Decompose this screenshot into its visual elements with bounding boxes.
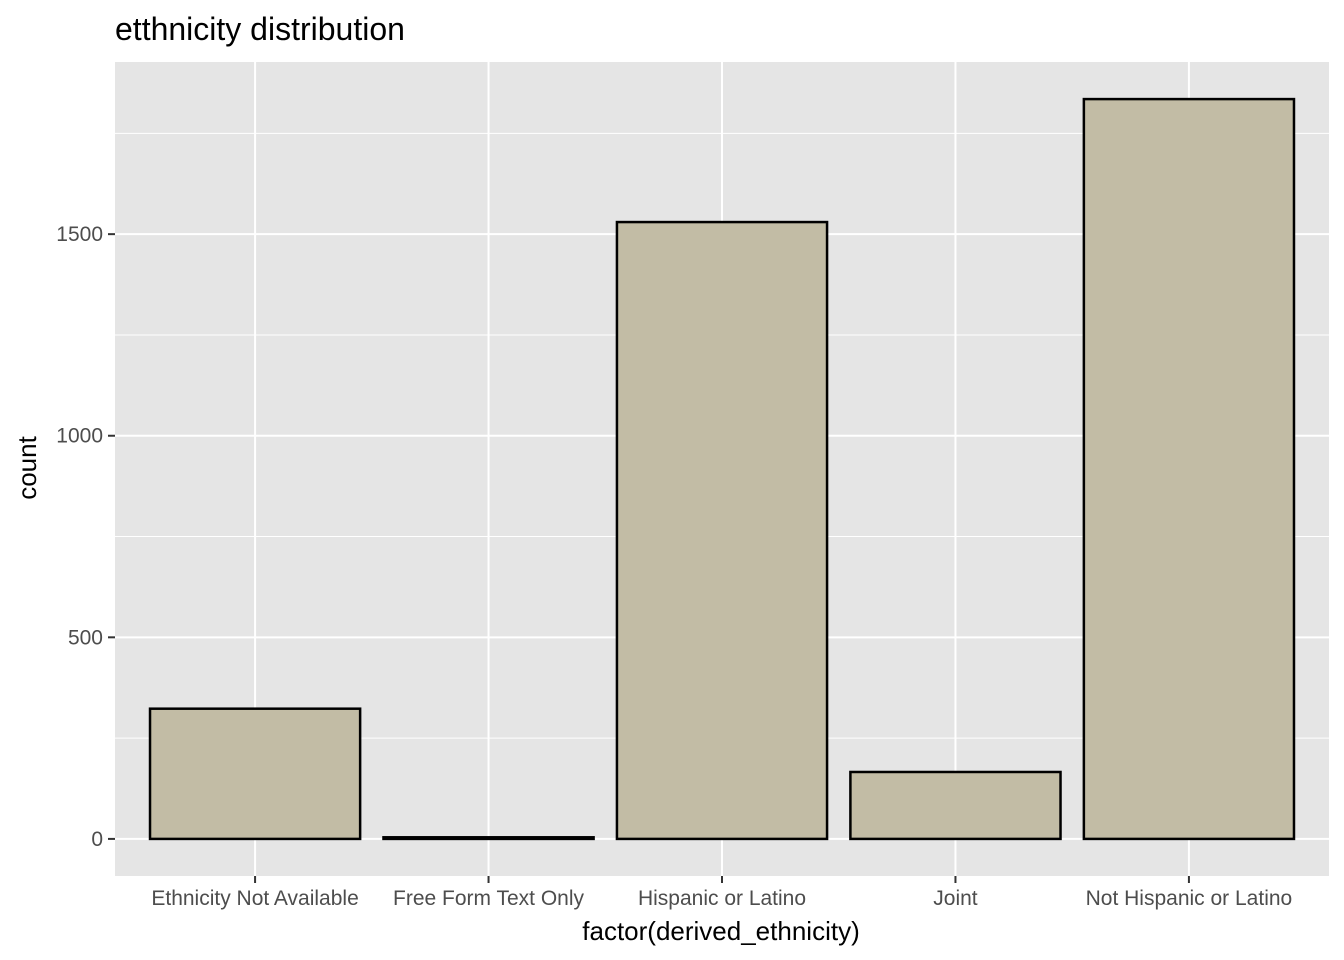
bar bbox=[148, 707, 362, 841]
x-tick-label: Ethnicity Not Available bbox=[151, 887, 358, 910]
x-tick-label: Free Form Text Only bbox=[393, 887, 584, 910]
x-tick-label: Joint bbox=[933, 887, 978, 910]
bar bbox=[382, 836, 595, 841]
x-tick-label: Hispanic or Latino bbox=[638, 887, 806, 910]
y-tick-label: 500 bbox=[68, 626, 103, 649]
y-tick-label: 1500 bbox=[56, 223, 103, 246]
bar bbox=[849, 770, 1062, 841]
y-axis: 0 500 1000 1500 bbox=[56, 223, 115, 851]
chart-title: etthnicity distribution bbox=[115, 11, 405, 47]
x-tick-label: Not Hispanic or Latino bbox=[1086, 887, 1293, 910]
bar bbox=[615, 220, 829, 841]
y-axis-title: count bbox=[12, 435, 42, 499]
y-tick-label: 1000 bbox=[56, 425, 103, 448]
bar bbox=[1082, 97, 1296, 841]
y-tick-label: 0 bbox=[91, 828, 103, 851]
bars bbox=[148, 97, 1296, 841]
x-axis: Ethnicity Not Available Free Form Text On… bbox=[151, 876, 1292, 910]
x-axis-title: factor(derived_ethnicity) bbox=[582, 916, 859, 946]
